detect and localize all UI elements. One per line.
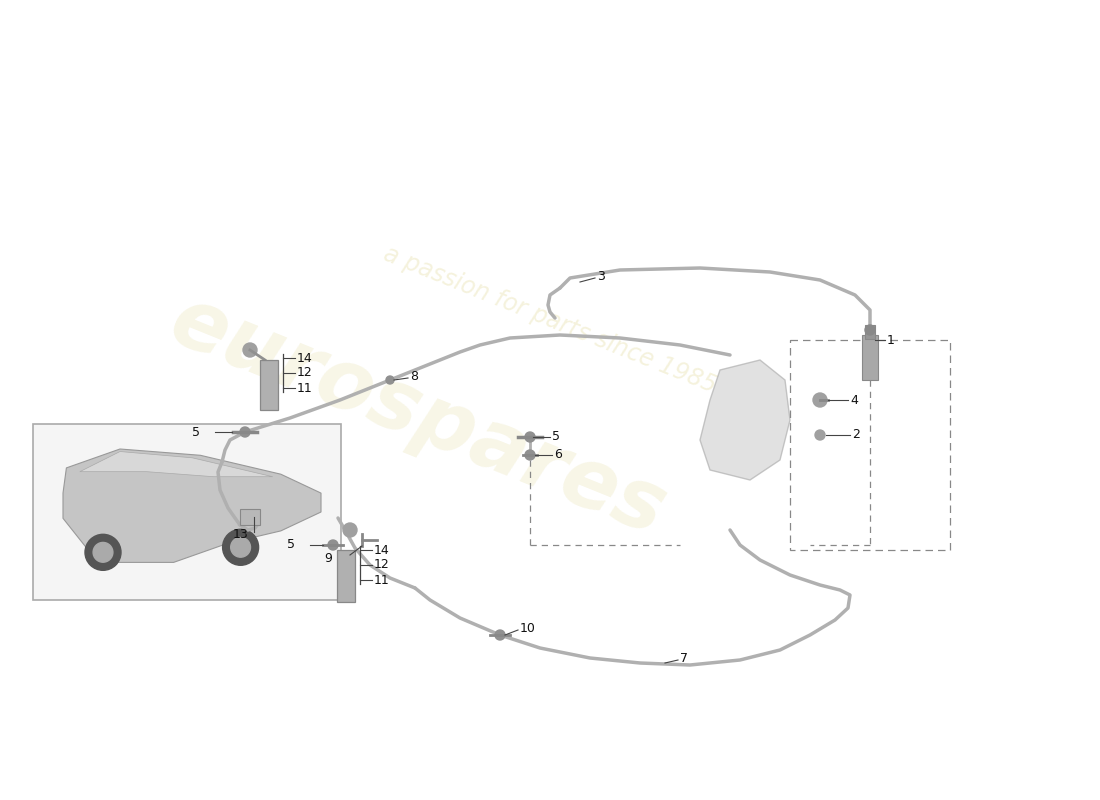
Circle shape <box>815 430 825 440</box>
Text: 8: 8 <box>410 370 418 382</box>
Circle shape <box>495 630 505 640</box>
Circle shape <box>386 376 394 384</box>
Text: 14: 14 <box>297 351 312 365</box>
Bar <box>790 340 950 550</box>
Circle shape <box>231 538 251 557</box>
Text: 1: 1 <box>887 334 895 346</box>
Circle shape <box>94 542 113 562</box>
Text: 11: 11 <box>297 382 312 394</box>
Circle shape <box>85 534 121 570</box>
Polygon shape <box>63 449 321 562</box>
Text: 5: 5 <box>552 430 560 443</box>
Text: 5: 5 <box>192 426 200 438</box>
Text: 11: 11 <box>374 574 389 586</box>
Text: 10: 10 <box>520 622 536 634</box>
Circle shape <box>813 393 827 407</box>
Text: 2: 2 <box>852 429 860 442</box>
Polygon shape <box>80 451 273 477</box>
Circle shape <box>865 325 874 335</box>
Text: 12: 12 <box>297 366 312 379</box>
Text: 14: 14 <box>374 543 389 557</box>
Text: 13: 13 <box>232 529 248 542</box>
Bar <box>260 360 278 410</box>
Circle shape <box>328 540 338 550</box>
Circle shape <box>525 450 535 460</box>
Bar <box>240 509 260 525</box>
Text: 3: 3 <box>597 270 605 282</box>
Circle shape <box>343 523 358 537</box>
Bar <box>865 325 874 339</box>
Text: 5: 5 <box>287 538 295 551</box>
Circle shape <box>243 343 257 357</box>
Text: a passion for parts since 1985: a passion for parts since 1985 <box>381 242 719 398</box>
Text: 7: 7 <box>680 651 688 665</box>
Polygon shape <box>700 360 790 480</box>
Circle shape <box>222 530 258 566</box>
Text: eurospares: eurospares <box>158 280 678 552</box>
Circle shape <box>525 432 535 442</box>
Text: 4: 4 <box>850 394 858 406</box>
Bar <box>337 550 355 602</box>
Text: 9: 9 <box>324 551 332 565</box>
Text: 12: 12 <box>374 558 389 571</box>
Text: 6: 6 <box>554 449 562 462</box>
Bar <box>33 424 341 600</box>
Bar <box>862 335 878 380</box>
Circle shape <box>240 427 250 437</box>
